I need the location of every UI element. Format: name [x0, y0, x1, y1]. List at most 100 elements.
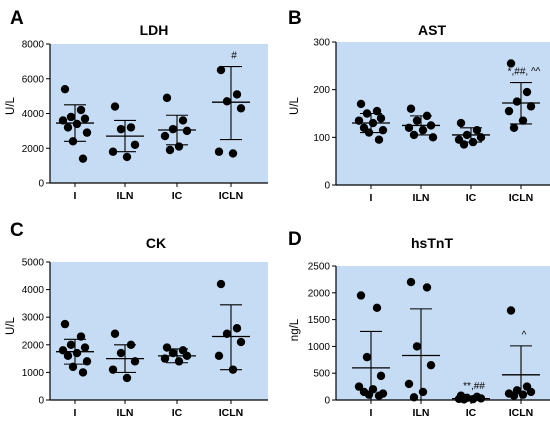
y-tick-label: 1500 [308, 315, 331, 326]
data-point [422, 283, 432, 292]
data-point [404, 379, 414, 389]
data-point [80, 343, 90, 352]
data-point [406, 277, 416, 287]
x-tick-label: ICLN [219, 190, 244, 202]
x-tick-label: I [370, 407, 373, 419]
data-point [66, 340, 76, 349]
x-tick-label: ILN [117, 407, 134, 419]
data-point [162, 93, 172, 103]
data-point [116, 124, 126, 134]
data-point [82, 128, 92, 137]
significance-annotation: **,## [463, 381, 485, 392]
data-point [174, 142, 184, 151]
y-tick-label: 4000 [22, 109, 45, 120]
data-point [60, 319, 70, 329]
data-point [426, 360, 436, 370]
data-point [526, 387, 536, 397]
y-axis-label: U/L [5, 96, 17, 115]
data-point [364, 390, 374, 399]
panel-letter: A [10, 8, 24, 29]
data-point [214, 351, 224, 361]
x-tick-label: ILN [117, 190, 134, 202]
data-point [110, 329, 120, 338]
x-tick-label: ILN [413, 407, 430, 419]
data-point [518, 116, 528, 125]
data-point [504, 106, 514, 116]
x-tick-label: IC [466, 192, 477, 204]
y-tick-label: 100 [313, 133, 330, 144]
x-tick-label: ICLN [509, 407, 534, 419]
data-point [160, 131, 170, 141]
data-point [412, 116, 422, 125]
data-point [122, 152, 132, 162]
data-point [509, 391, 519, 400]
x-tick-label: ICLN [219, 407, 244, 419]
x-tick-label: ILN [413, 192, 430, 204]
data-point [165, 145, 175, 155]
significance-annotation: ^ [522, 330, 527, 341]
x-tick-label: I [74, 190, 77, 202]
panel-letter: C [10, 220, 24, 241]
data-point [362, 352, 372, 362]
data-point [168, 124, 178, 134]
y-tick-label: 300 [313, 38, 330, 49]
y-tick-label: 2500 [308, 262, 331, 273]
data-point [372, 303, 382, 313]
data-point [356, 291, 366, 300]
data-point [476, 394, 486, 403]
chart-title: hsTnT [411, 235, 453, 251]
data-point [228, 365, 238, 374]
data-point [58, 346, 68, 355]
significance-annotation: # [231, 51, 237, 62]
data-point [60, 84, 70, 94]
data-point [122, 373, 132, 383]
data-point [472, 125, 482, 135]
data-point [422, 111, 432, 121]
x-tick-label: I [74, 407, 77, 419]
y-tick-label: 6000 [22, 74, 45, 85]
data-point [162, 343, 172, 352]
x-tick-label: ICLN [509, 192, 534, 204]
data-point [409, 393, 419, 402]
data-point [182, 351, 192, 361]
y-tick-label: 0 [38, 396, 44, 407]
data-point [374, 391, 384, 400]
data-point [404, 123, 414, 132]
data-point [126, 123, 136, 132]
y-tick-label: 3000 [22, 313, 45, 324]
data-point [232, 324, 242, 333]
panel-ldh: A LDH U/L 0 2000 4000 6000 8000 I ILN IC ICLN # [5, 8, 268, 202]
data-point [130, 140, 140, 149]
data-point [526, 102, 536, 111]
data-point [509, 123, 519, 132]
data-point [68, 362, 78, 372]
data-point [418, 387, 428, 397]
data-point [178, 116, 188, 125]
data-point [108, 147, 118, 156]
data-point [182, 126, 192, 136]
data-point [418, 125, 428, 135]
significance-annotation: *,##, ^^ [508, 67, 541, 78]
data-point [374, 135, 384, 144]
y-tick-label: 500 [313, 369, 330, 380]
data-point [518, 390, 528, 399]
data-point [76, 105, 86, 115]
data-point [468, 394, 478, 404]
data-point [364, 128, 374, 137]
data-point [512, 97, 522, 106]
panel-hstnt: D hsTnT ng/L 0 500 1000 1500 2000 2500 I ILN IC I… [288, 229, 550, 419]
x-tick-label: IC [172, 407, 183, 419]
data-point [222, 329, 232, 338]
data-point [409, 130, 419, 140]
data-point [459, 140, 469, 149]
panel-letter: B [288, 8, 302, 29]
data-point [160, 354, 170, 363]
data-point [82, 357, 92, 366]
data-point [228, 149, 238, 158]
data-point [362, 109, 372, 118]
data-point [354, 116, 364, 125]
data-point [506, 306, 516, 315]
data-point [378, 125, 388, 135]
data-point [236, 337, 246, 347]
data-point [222, 97, 232, 106]
